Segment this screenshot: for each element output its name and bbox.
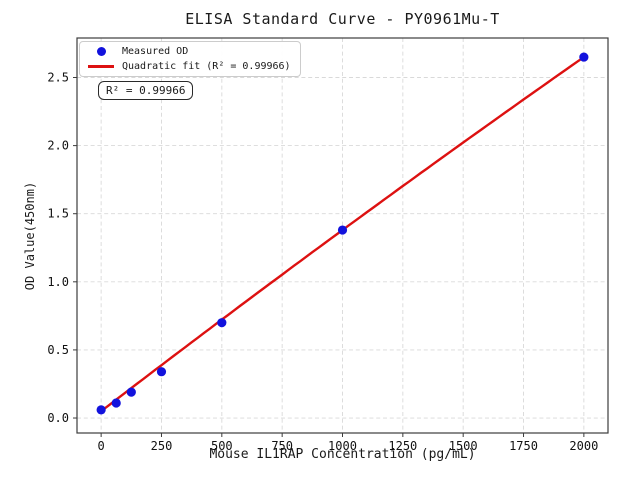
y-tick-label: 1.5 (47, 207, 69, 221)
measured-od-dot-icon (96, 47, 106, 56)
x-tick-label: 750 (271, 439, 293, 453)
x-tick-label: 1500 (449, 439, 478, 453)
y-axis-label: OD Value(450nm) (23, 181, 37, 291)
legend-marker-cell (87, 47, 115, 56)
quadratic-fit-line-icon (88, 65, 114, 68)
legend-item-quadratic-fit: Quadratic fit (R² = 0.99966) (87, 61, 291, 72)
data-point (96, 405, 106, 415)
x-tick-label: 2000 (569, 439, 598, 453)
r-squared-annotation-box: R² = 0.99966 (98, 81, 194, 100)
data-point (156, 367, 167, 377)
y-tick-label: 0.0 (47, 411, 69, 425)
y-tick-label: 1.0 (47, 275, 69, 289)
x-tick-label: 250 (151, 439, 173, 453)
x-tick-label: 1250 (388, 439, 417, 453)
x-tick-label: 1000 (328, 439, 357, 453)
data-point (337, 225, 348, 235)
data-point (217, 318, 227, 328)
data-point (579, 52, 589, 62)
y-tick-label: 2.0 (47, 139, 69, 153)
plot-border (76, 37, 609, 434)
x-tick-label: 0 (98, 439, 105, 453)
legend-label-measured-od: Measured OD (122, 46, 189, 57)
data-point (111, 398, 121, 408)
chart-title: ELISA Standard Curve - PY0961Mu-T (185, 10, 500, 28)
x-tick-label: 500 (211, 439, 233, 453)
data-point (126, 387, 136, 397)
y-tick-label: 0.5 (47, 343, 69, 357)
x-axis-label: Mouse IL1RAP Concentration (pg/mL) (209, 447, 476, 462)
y-tick-label: 2.5 (47, 71, 69, 85)
legend-marker-cell (87, 65, 115, 68)
legend: Measured OD Quadratic fit (R² = 0.99966) (79, 41, 301, 77)
legend-label-quadratic-fit: Quadratic fit (R² = 0.99966) (122, 61, 291, 72)
x-tick-label: 1750 (509, 439, 538, 453)
legend-item-measured-od: Measured OD (87, 46, 291, 57)
